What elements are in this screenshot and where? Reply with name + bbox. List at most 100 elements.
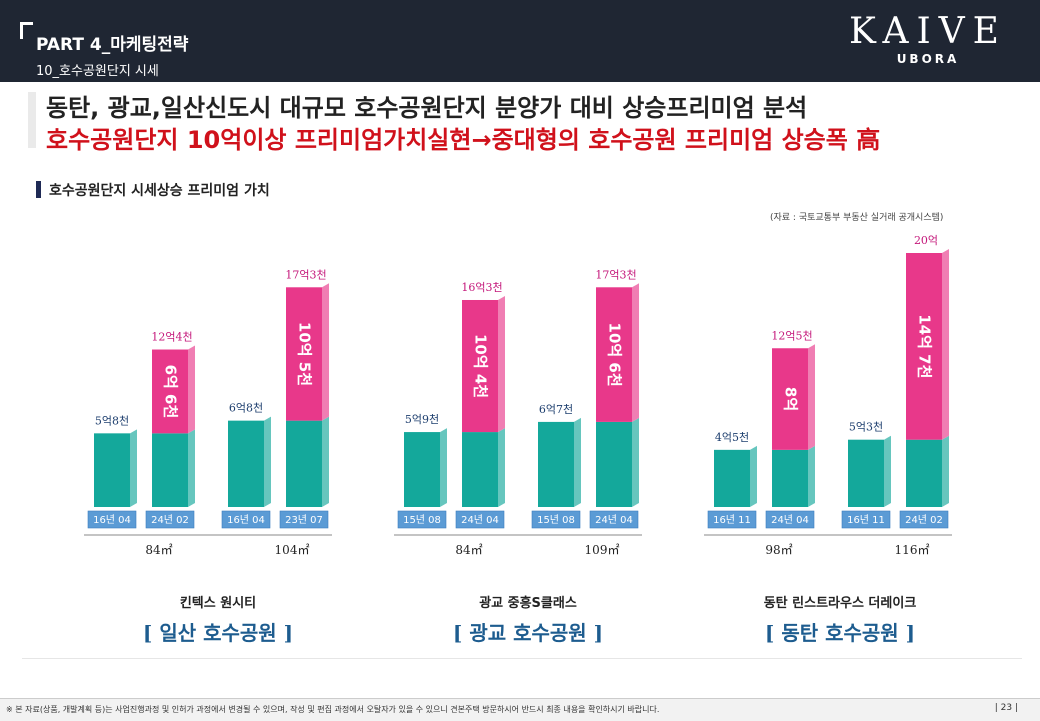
bar-premium-front (462, 299, 498, 433)
bar-total-label: 6억7천 (539, 402, 573, 416)
source-note: (자료 : 국토교통부 부동산 실거래 공개시스템) (770, 213, 944, 223)
bar-base-front (94, 433, 130, 507)
complex-label-block: 광교 중흥S클래스 [ 광교 호수공원 ] (408, 592, 648, 646)
bar-base-side (130, 429, 137, 507)
bar-premium-side (322, 283, 329, 421)
date-label: 23년 07 (285, 514, 323, 526)
complex-label-block: 킨텍스 원시티 [ 일산 호수공원 ] (98, 592, 338, 646)
bar-premium-label: 6억 6천 (162, 365, 180, 419)
bar-total-label: 12억5천 (771, 328, 812, 342)
bar-total-label: 6억8천 (229, 401, 263, 415)
bar-premium-front (906, 253, 942, 440)
bar-base-side (322, 416, 329, 507)
bar-premium-front (772, 348, 808, 450)
bar-premium-label: 10억 5천 (296, 322, 314, 386)
bar-total-label: 5억8천 (95, 413, 129, 427)
bar-premium-label: 10억 4천 (472, 334, 490, 398)
section-marker (36, 181, 41, 198)
part-title: PART 4_마케팅전략 (36, 35, 189, 55)
date-label-box (841, 510, 891, 529)
bar-base-side (632, 417, 639, 507)
headline-accent (28, 92, 36, 148)
complex-name: 동탄 린스트라우스 더레이크 (763, 596, 917, 611)
size-label: 104㎡ (275, 543, 310, 557)
date-label-box (589, 510, 639, 529)
region-label: [ 동탄 호수공원 ] (764, 621, 916, 645)
bar-base-side (188, 429, 195, 507)
bar-total-label: 5억9천 (405, 412, 439, 426)
bar-base-front (906, 439, 942, 507)
page-number: | 23 | (994, 703, 1018, 713)
bar-premium-label: 8억 (782, 387, 800, 411)
bar-base-front (228, 420, 264, 507)
bar-base-front (772, 449, 808, 507)
date-label-box (221, 510, 271, 529)
size-label: 98㎡ (765, 543, 792, 557)
headline-line1: 동탄, 광교,일산신도시 대규모 호수공원단지 분양가 대비 상승프리미엄 분석 (46, 94, 808, 122)
date-label-box (531, 510, 581, 529)
bar-base-side (498, 428, 505, 507)
date-label-box (397, 510, 447, 529)
bar-total-label: 16억3천 (461, 280, 502, 294)
bar-base-front (286, 420, 322, 507)
brand-logo: KAIVE UBORA (838, 11, 1018, 67)
bar-base-front (538, 421, 574, 507)
date-label: 16년 04 (227, 514, 265, 526)
bar-total-label: 17억3천 (285, 267, 326, 281)
size-label: 109㎡ (585, 543, 620, 557)
bar-base-side (808, 445, 815, 507)
size-label: 84㎡ (145, 543, 172, 557)
bar-total-label: 5억3천 (849, 420, 883, 434)
date-label: 16년 04 (93, 514, 131, 526)
bar-premium-side (188, 345, 195, 434)
bar-base-side (750, 445, 757, 507)
bar-premium-label: 14억 7천 (916, 314, 934, 378)
date-label-box (899, 510, 949, 529)
bar-premium-front (286, 287, 322, 421)
complex-label-block: 동탄 린스트라우스 더레이크 [ 동탄 호수공원 ] (720, 592, 960, 646)
date-label: 24년 04 (771, 514, 809, 526)
bar-premium-side (808, 344, 815, 450)
section-subtitle: 10_호수공원단지 시세 (36, 64, 159, 79)
size-label: 116㎡ (895, 543, 930, 557)
date-label-box (87, 510, 137, 529)
date-label: 15년 08 (537, 514, 575, 526)
date-label: 24년 04 (461, 514, 499, 526)
logo-tag-text: UBORA (896, 52, 960, 66)
bar-base-front (714, 449, 750, 507)
bar-base-side (942, 435, 949, 507)
bar-base-side (574, 417, 581, 507)
footer: ※ 본 자료(상품, 개발계획 등)는 사업진행과정 및 인허가 과정에서 변경… (0, 698, 1040, 721)
bar-premium-front (596, 287, 632, 422)
date-label-box (279, 510, 329, 529)
bar-premium-side (632, 283, 639, 422)
chart-section-title: 호수공원단지 시세상승 프리미엄 가치 (36, 180, 270, 200)
bar-premium-side (942, 249, 949, 440)
size-label: 84㎡ (455, 543, 482, 557)
bar-base-front (848, 439, 884, 507)
date-label-box (765, 510, 815, 529)
region-label: [ 일산 호수공원 ] (142, 621, 294, 645)
date-label: 24년 04 (595, 514, 633, 526)
date-label-box (707, 510, 757, 529)
date-label: 16년 11 (713, 514, 751, 526)
header-bar: PART 4_마케팅전략 10_호수공원단지 시세 KAIVE UBORA (0, 0, 1040, 82)
section-title-text: 호수공원단지 시세상승 프리미엄 가치 (49, 183, 270, 199)
date-label: 24년 02 (905, 514, 943, 526)
bar-total-label: 4억5천 (715, 430, 749, 444)
date-label-box (145, 510, 195, 529)
bar-premium-front (152, 349, 188, 434)
bar-total-label: 20억 (914, 234, 938, 247)
bar-base-side (440, 428, 447, 507)
bar-total-label: 12억4천 (151, 330, 192, 344)
date-label: 16년 11 (847, 514, 885, 526)
complex-name: 광교 중흥S클래스 (479, 596, 577, 611)
logo-brand-text: KAIVE (849, 11, 1007, 52)
date-label: 24년 02 (151, 514, 189, 526)
region-label: [ 광교 호수공원 ] (452, 621, 604, 645)
bar-base-side (884, 435, 891, 507)
chart-panel: 5억8천 16년 04 12억4천 6억 6천 24년 02 84㎡ 6억8천 16년 04 1… (22, 200, 1022, 659)
disclaimer-note: ※ 본 자료(상품, 개발계획 등)는 사업진행과정 및 인허가 과정에서 변경… (6, 705, 660, 714)
bar-base-front (152, 433, 188, 507)
complex-name: 킨텍스 원시티 (179, 596, 257, 611)
